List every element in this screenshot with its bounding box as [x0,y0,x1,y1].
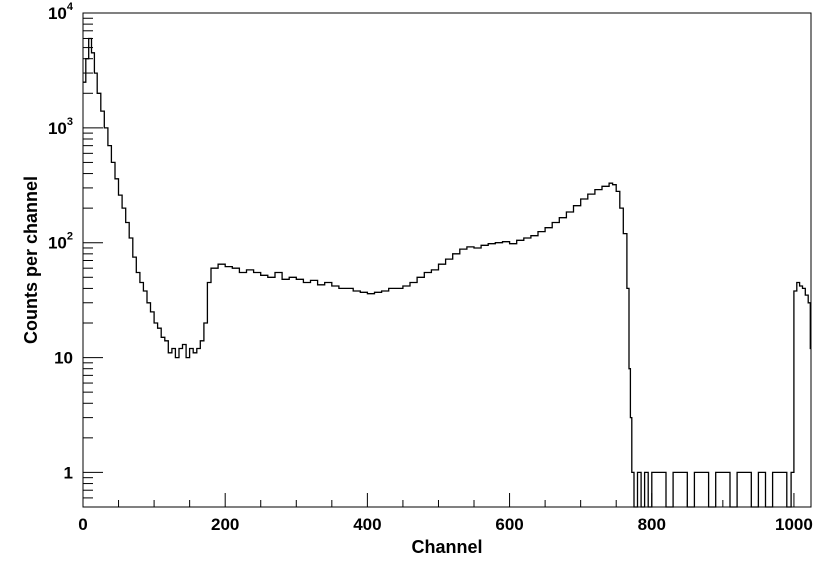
y-tick-label-exponent: 4 [67,1,74,13]
x-tick-label: 0 [78,515,87,534]
y-tick-label-exponent: 3 [67,116,73,128]
x-tick-label: 600 [495,515,523,534]
y-tick-label-base: 1 [64,463,73,482]
x-tick-label: 200 [211,515,239,534]
y-tick-label-base: 10 [48,234,67,253]
y-axis-ticks [83,12,103,508]
x-axis-title: Channel [411,537,482,557]
y-axis-title: Counts per channel [21,176,41,344]
plot-frame [82,12,812,508]
y-tick-label-exponent: 2 [67,231,73,243]
y-tick-label: 103 [48,116,73,138]
x-tick-label: 1000 [775,515,813,534]
y-tick-label: 10 [54,349,73,368]
y-tick-label-base: 10 [54,349,73,368]
x-tick-label: 800 [638,515,666,534]
y-tick-label: 102 [48,231,73,253]
x-tick-label: 400 [353,515,381,534]
y-tick-label: 104 [48,1,74,23]
x-axis-tick-labels: 0 200 400 600 800 1000 [78,515,813,534]
y-tick-label-base: 10 [48,4,67,23]
y-tick-label-base: 10 [48,119,67,138]
y-tick-label: 1 [64,463,73,482]
series-line [83,37,811,508]
